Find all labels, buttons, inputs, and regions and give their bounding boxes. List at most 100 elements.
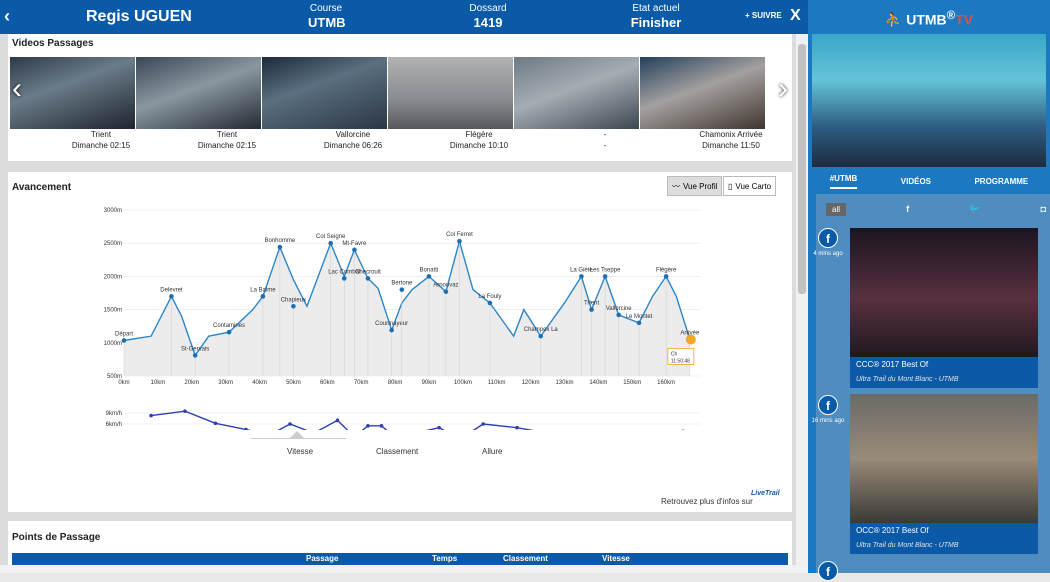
state-value: Finisher — [628, 15, 684, 30]
waypoint-dot — [122, 338, 127, 343]
next-video-arrow[interactable]: › — [778, 72, 788, 106]
runner-name: Regis UGUEN — [86, 8, 192, 26]
x-tick-label: 10km — [151, 380, 166, 386]
twitter-filter-icon[interactable]: 🐦 — [969, 204, 980, 215]
waypoint-label: Chapieux — [281, 297, 306, 303]
bib-info: Dossard 1419 — [464, 3, 512, 30]
waypoint-label: Bonhomme — [265, 238, 296, 244]
y-tick-label: 2000m — [104, 274, 122, 280]
tab-utmb-hashtag[interactable]: #UTMB — [830, 174, 858, 189]
waypoints-title: Points de Passage — [12, 532, 100, 543]
y-tick-label: 2500m — [104, 241, 122, 247]
video-thumb[interactable] — [262, 57, 388, 129]
y-tick-label: 1000m — [104, 341, 122, 347]
col-time[interactable]: Temps — [432, 554, 457, 563]
bib-value: 1419 — [464, 15, 512, 30]
x-tick-label: 50km — [286, 380, 301, 386]
waypoint-dot — [366, 276, 371, 281]
tab-programme[interactable]: PROGRAMME — [974, 177, 1028, 186]
social-post[interactable]: OCC® 2017 Best Of Ultra Trail du Mont Bl… — [850, 394, 1038, 554]
state-info: Etat actuel Finisher — [628, 3, 684, 30]
close-button[interactable]: X — [790, 7, 801, 25]
facebook-icon: f — [818, 228, 838, 248]
instagram-filter-icon[interactable]: ◘ — [1041, 204, 1046, 214]
tab-pace[interactable]: Allure — [482, 447, 502, 456]
col-speed[interactable]: Vitesse — [602, 554, 630, 563]
speed-y-tick-label: 9km/h — [106, 411, 122, 417]
x-tick-label: 80km — [388, 380, 403, 386]
waypoint-dot — [538, 334, 543, 339]
post-title: OCC® 2017 Best Of — [850, 523, 1038, 540]
post-image[interactable] — [850, 394, 1038, 523]
video-thumb[interactable] — [136, 57, 262, 129]
waypoint-dot — [444, 289, 449, 294]
waypoint-dot — [579, 274, 584, 279]
utmb-tv-logo: ⛹ UTMB®TV — [808, 0, 1050, 34]
waypoint-label: Départ — [115, 331, 133, 337]
video-thumb[interactable] — [640, 57, 766, 129]
livetrail-logo[interactable]: LiveTrail — [751, 490, 780, 497]
active-tab-indicator — [290, 431, 304, 438]
waypoint-dot — [400, 287, 405, 292]
waypoint-label: Courmayeur — [375, 321, 408, 327]
waypoint-label: La Fouly — [478, 294, 501, 300]
current-position-marker — [686, 334, 696, 344]
speed-point — [437, 426, 441, 430]
tab-speed[interactable]: Vitesse — [287, 447, 313, 456]
speed-point — [481, 422, 485, 426]
speed-point — [366, 424, 370, 428]
live-video-player[interactable] — [812, 34, 1046, 167]
post-image[interactable] — [850, 228, 1038, 357]
follow-button[interactable]: + SUIVRE — [745, 11, 782, 20]
horizontal-scrollbar[interactable] — [0, 565, 796, 573]
runner-header: ‹ Regis UGUEN Course UTMB Dossard 1419 E… — [0, 0, 808, 34]
waypoint-label: Checrouit — [355, 269, 381, 275]
state-label: Etat actuel — [628, 3, 684, 14]
waypoint-dot — [457, 239, 462, 244]
video-thumb[interactable] — [388, 57, 514, 129]
waypoint-dot — [342, 276, 347, 281]
waypoint-dot — [389, 328, 394, 333]
x-tick-label: 30km — [218, 380, 233, 386]
videos-title: Videos Passages — [12, 38, 94, 49]
col-passage[interactable]: Passage — [306, 554, 338, 563]
x-tick-label: 110km — [488, 380, 506, 386]
speed-line — [151, 411, 683, 430]
profile-view-button[interactable]: 〰Vue Profil — [667, 176, 722, 196]
vertical-scrollbar[interactable] — [796, 34, 808, 573]
waypoint-label: Col Ferret — [446, 232, 473, 238]
col-ranking[interactable]: Classement — [503, 554, 548, 563]
waypoint-dot — [427, 274, 432, 279]
facebook-filter-icon[interactable]: f — [906, 204, 909, 214]
tab-ranking[interactable]: Classement — [376, 447, 418, 456]
waypoint-label: Mt-Favre — [342, 241, 367, 247]
video-thumb[interactable] — [10, 57, 136, 129]
tv-tabs: #UTMB VIDÉOS PROGRAMME — [808, 170, 1050, 192]
filter-all-button[interactable]: all — [826, 203, 846, 216]
waypoint-dot — [261, 294, 266, 299]
waypoint-dot — [603, 274, 608, 279]
prev-video-arrow[interactable]: ‹ — [12, 72, 22, 106]
x-tick-label: 150km — [623, 380, 641, 386]
social-filters: all f 🐦 ◘ — [826, 200, 1046, 218]
more-info-text: Retrouvez plus d'infos sur — [661, 497, 753, 506]
x-tick-label: 160km — [657, 380, 675, 386]
waypoint-dot — [328, 241, 333, 246]
progress-title: Avancement — [12, 182, 71, 193]
tab-videos[interactable]: VIDÉOS — [901, 177, 931, 186]
bib-label: Dossard — [464, 3, 512, 14]
x-tick-label: 140km — [589, 380, 607, 386]
waypoint-label: St-Gervais — [181, 346, 209, 352]
x-tick-label: 120km — [522, 380, 540, 386]
social-post[interactable]: CCC® 2017 Best Of Ultra Trail du Mont Bl… — [850, 228, 1038, 388]
map-view-button[interactable]: ▯Vue Carto — [723, 176, 776, 196]
back-button[interactable]: ‹ — [4, 6, 10, 27]
video-thumb[interactable] — [514, 57, 640, 129]
waypoint-dot — [664, 274, 669, 279]
scrollbar-thumb[interactable] — [798, 44, 806, 294]
y-tick-label: 1500m — [104, 308, 122, 314]
